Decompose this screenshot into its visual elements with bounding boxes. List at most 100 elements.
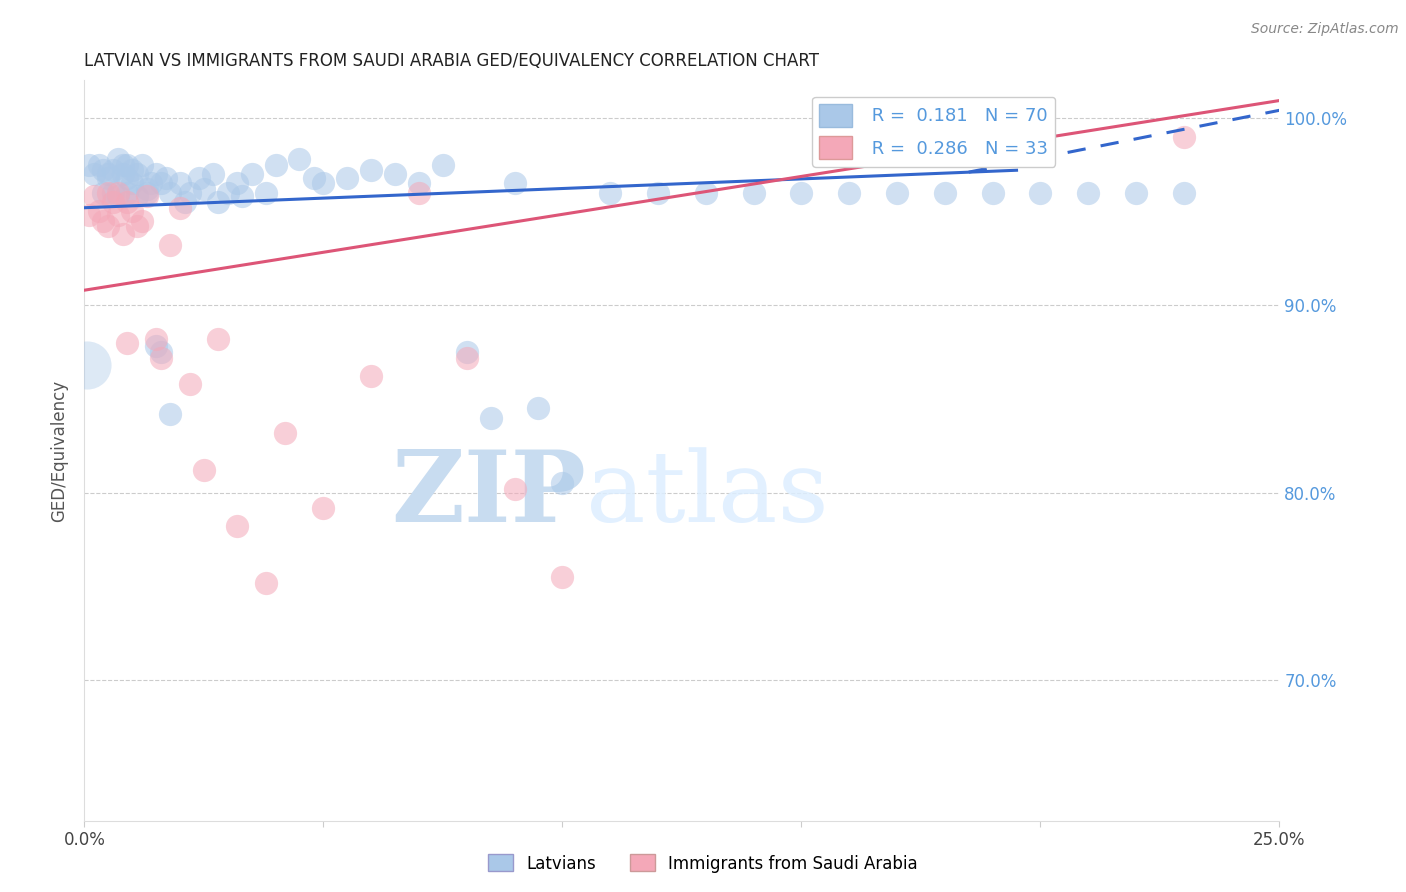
Point (131, 214, 153, 228)
Point (1173, 186, 1195, 200)
Point (254, 186, 277, 200)
Point (135, 182, 157, 196)
Point (149, 351, 172, 365)
Point (111, 167, 134, 181)
Point (83, 167, 105, 181)
Point (742, 186, 765, 200)
Point (240, 167, 263, 181)
Point (456, 351, 478, 365)
Point (149, 177, 172, 191)
Point (135, 186, 157, 200)
Text: LATVIAN VS IMMIGRANTS FROM SAUDI ARABIA GED/EQUIVALENCY CORRELATION CHART: LATVIAN VS IMMIGRANTS FROM SAUDI ARABIA … (84, 53, 820, 70)
Point (408, 177, 430, 191)
Point (231, 189, 253, 203)
Point (93, 186, 115, 200)
Point (169, 201, 191, 215)
Point (145, 167, 167, 181)
Point (790, 186, 813, 200)
Legend: Latvians, Immigrants from Saudi Arabia: Latvians, Immigrants from Saudi Arabia (482, 847, 924, 880)
Point (83, 189, 105, 203)
Point (695, 186, 717, 200)
Point (226, 177, 249, 191)
Point (456, 345, 478, 359)
Point (551, 476, 574, 491)
Point (117, 170, 139, 185)
Point (217, 186, 239, 200)
Point (107, 152, 129, 166)
Point (193, 182, 215, 196)
Point (93, 214, 115, 228)
Point (77, 208, 100, 222)
Point (202, 167, 225, 181)
Point (145, 339, 167, 353)
Point (87, 204, 110, 219)
Point (934, 186, 956, 200)
Point (302, 170, 325, 185)
Point (87, 158, 110, 172)
Point (274, 425, 297, 440)
Point (1029, 186, 1052, 200)
Point (131, 158, 153, 172)
Point (384, 167, 406, 181)
Point (1077, 186, 1099, 200)
Point (207, 195, 229, 210)
Text: atlas: atlas (586, 447, 830, 542)
Point (179, 376, 201, 391)
Point (159, 186, 181, 200)
Point (101, 163, 124, 178)
Point (886, 186, 908, 200)
Legend:  R =  0.181   N = 70,  R =  0.286   N = 33: R = 0.181 N = 70, R = 0.286 N = 33 (811, 96, 1056, 167)
Point (125, 167, 148, 181)
Point (408, 186, 430, 200)
Point (981, 186, 1004, 200)
Point (117, 158, 139, 172)
Point (101, 186, 124, 200)
Point (193, 463, 215, 477)
Point (647, 186, 669, 200)
Point (432, 158, 454, 172)
Point (125, 219, 148, 234)
Point (264, 158, 287, 172)
Point (141, 177, 163, 191)
Point (111, 158, 134, 172)
Point (117, 335, 139, 350)
Text: Source: ZipAtlas.com: Source: ZipAtlas.com (1251, 22, 1399, 37)
Point (117, 195, 139, 210)
Point (159, 238, 181, 252)
Point (312, 177, 335, 191)
Point (107, 208, 129, 222)
Point (503, 482, 526, 496)
Point (288, 152, 311, 166)
Point (599, 186, 621, 200)
Point (121, 177, 143, 191)
Point (149, 345, 172, 359)
Point (107, 186, 129, 200)
Point (1125, 186, 1147, 200)
Point (101, 195, 124, 210)
Point (155, 170, 177, 185)
Point (121, 163, 143, 178)
Point (145, 332, 167, 346)
Text: ZIP: ZIP (391, 446, 586, 543)
Point (93, 163, 115, 178)
Point (125, 189, 148, 203)
Point (169, 177, 191, 191)
Point (551, 570, 574, 584)
Point (312, 500, 335, 515)
Point (254, 575, 277, 590)
Point (121, 204, 143, 219)
Point (173, 195, 195, 210)
Point (838, 186, 860, 200)
Point (77, 158, 100, 172)
Point (360, 163, 382, 178)
Point (76, 358, 98, 372)
Point (179, 186, 201, 200)
Point (226, 519, 249, 533)
Point (159, 407, 181, 421)
Point (97, 219, 120, 234)
Point (117, 186, 139, 200)
Point (188, 170, 211, 185)
Point (97, 170, 120, 185)
Point (527, 401, 550, 416)
Point (207, 332, 229, 346)
